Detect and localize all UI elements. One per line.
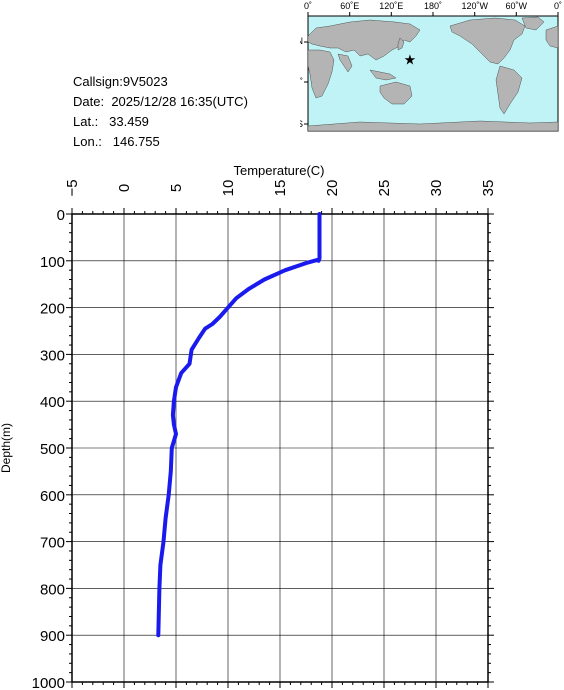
y-tick-label: 0 — [57, 207, 65, 224]
plot-frame — [71, 213, 489, 683]
y-tick-label: 200 — [40, 301, 65, 318]
land-india — [337, 53, 353, 73]
lon-label: Lon.: — [73, 134, 102, 149]
map-latitude-labels: 60˚N 0˚ 60˚S — [300, 36, 303, 129]
chart-grid — [71, 213, 489, 683]
map-lat-label: 60˚N — [300, 36, 303, 46]
station-info: Callsign:9V5023 Date: 2025/12/28 16:35(U… — [73, 72, 248, 152]
x-tick-label: 35 — [480, 180, 497, 197]
y-tick-label: 300 — [40, 347, 65, 364]
callsign-value: 9V5023 — [122, 74, 168, 89]
land-africa — [307, 49, 335, 99]
y-tick-label: 1000 — [32, 675, 65, 690]
land-indonesia — [369, 69, 397, 81]
map-lon-label: 0˚ — [554, 1, 562, 11]
y-tick-label: 500 — [40, 441, 65, 458]
land-south-america — [495, 65, 523, 115]
land-eurasia — [307, 19, 421, 61]
y-tick-label: 700 — [40, 535, 65, 552]
land-europe-west — [545, 25, 559, 49]
y-tick-label: 100 — [40, 254, 65, 271]
land-antarctica — [307, 120, 559, 132]
date-row: Date: 2025/12/28 16:35(UTC) — [73, 92, 248, 112]
date-label: Date: — [73, 94, 105, 109]
x-axis-label: Temperature(C) — [233, 163, 324, 178]
y-tick-labels: 0 100 200 300 400 500 600 700 800 900 1000 — [32, 207, 65, 690]
y-axis-label: Depth(m) — [0, 423, 13, 473]
callsign-label: Callsign: — [73, 74, 123, 89]
y-tick-label: 800 — [40, 581, 65, 598]
x-tick-label: 25 — [376, 180, 393, 197]
map-lon-label: 180˚ — [424, 1, 442, 11]
map-lat-label: 0˚ — [300, 77, 303, 87]
temperature-profile-line — [156, 212, 322, 638]
x-tick-label: 15 — [272, 180, 289, 197]
land-australia — [379, 81, 413, 105]
lat-row: Lat.: 33.459 — [73, 112, 248, 132]
lat-label: Lat.: — [73, 114, 99, 129]
map-lon-label: 60˚W — [506, 1, 528, 11]
x-tick-label: 10 — [220, 180, 237, 197]
map-lon-label: 60˚E — [340, 1, 359, 11]
x-tick-labels: −5 0 5 10 15 20 25 30 35 — [64, 179, 497, 196]
map-lat-label: 60˚S — [300, 119, 303, 129]
x-tick-label: 20 — [324, 180, 341, 197]
map-graticule — [304, 12, 559, 125]
callsign-row: Callsign:9V5023 — [73, 72, 248, 92]
map-land — [307, 16, 559, 132]
land-greenland — [521, 16, 545, 31]
world-map: 0˚ 60˚E 120˚E 180˚ 120˚W 60˚W 0˚ 60˚N 0˚ 60˚S ★ — [300, 1, 562, 132]
x-tick-label: −5 — [64, 179, 81, 196]
x-tick-label: 30 — [428, 180, 445, 197]
x-tick-label: 0 — [116, 184, 133, 192]
station-marker-icon: ★ — [404, 52, 417, 68]
y-tick-label: 600 — [40, 488, 65, 505]
y-tick-label: 900 — [40, 628, 65, 645]
lon-row: Lon.: 146.755 — [73, 132, 248, 152]
y-tick-label: 400 — [40, 394, 65, 411]
date-value: 2025/12/28 16:35(UTC) — [111, 94, 248, 109]
x-tick-label: 5 — [168, 184, 185, 192]
map-lon-label: 120˚W — [461, 1, 488, 11]
land-north-america — [449, 17, 526, 65]
map-longitude-labels: 0˚ 60˚E 120˚E 180˚ 120˚W 60˚W 0˚ — [304, 1, 562, 11]
land-japan — [397, 37, 405, 51]
map-lon-label: 0˚ — [304, 1, 312, 11]
map-lon-label: 120˚E — [379, 1, 403, 11]
lat-value: 33.459 — [109, 114, 149, 129]
lon-value: 146.755 — [112, 134, 160, 149]
